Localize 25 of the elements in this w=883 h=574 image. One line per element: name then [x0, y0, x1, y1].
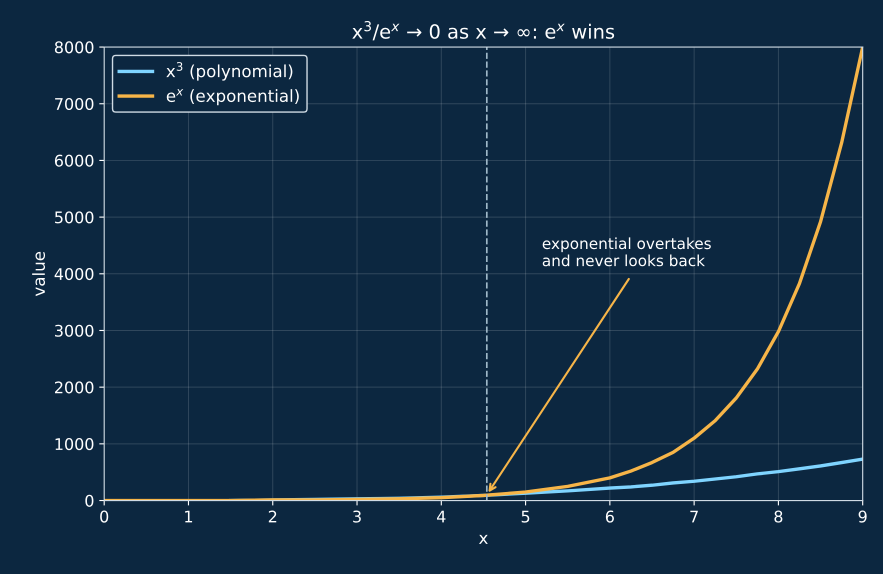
y-tick-label: 3000: [55, 324, 94, 337]
x-tick-label: 0: [100, 510, 108, 523]
x-tick-label: 5: [522, 510, 530, 523]
y-tick-label: 7000: [55, 98, 94, 110]
y-tick-label: 1000: [56, 438, 94, 450]
y-tick-label: 0: [85, 494, 94, 507]
x-tick-label: 9: [858, 510, 867, 523]
x-tick-label: 4: [437, 510, 446, 522]
y-tick-label: 6000: [54, 154, 94, 167]
x-tick-label: 8: [774, 510, 782, 523]
x-tick-label: 1: [185, 510, 192, 522]
y-tick-label: 2000: [54, 381, 94, 394]
annotation: exponential overtakes and never looks back: [542, 237, 711, 266]
x-tick-label: 6: [606, 510, 614, 523]
y-tick-label: 5000: [55, 211, 94, 224]
legend-label: e$^{x}$ (exponential): [166, 89, 299, 106]
y-tick-label: 8000: [54, 41, 94, 54]
x-tick-label: 7: [690, 510, 698, 522]
x-tick-label: 2: [268, 510, 276, 522]
y-tick-label: 4000: [54, 268, 94, 280]
x-axis-title: x: [478, 534, 488, 544]
x-tick-label: 3: [353, 510, 361, 523]
legend-label: x$^{3}$ (polynomial): [166, 62, 292, 81]
y-axis-title: value: [32, 252, 46, 296]
chart-title: x$^{3}$/e$^{x}$ → 0 as x → ∞: e$^{x}$ wins: [352, 21, 614, 40]
